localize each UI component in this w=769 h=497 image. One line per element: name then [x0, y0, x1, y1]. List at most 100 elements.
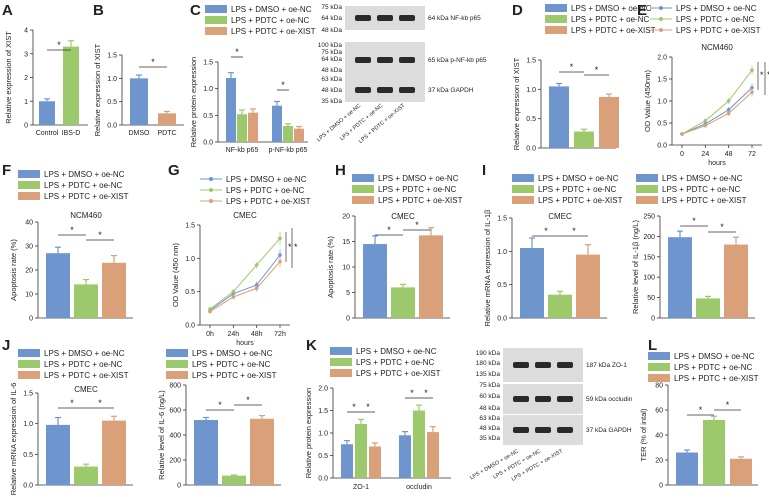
panel-B-letter: B: [93, 2, 104, 19]
panel-K-marker: 48 kDa: [479, 405, 500, 412]
panel-K-category: occludin: [406, 484, 432, 491]
panel-K-bar: [355, 424, 367, 478]
panel-I-level-bar: [724, 244, 748, 318]
panel-G-point: [278, 253, 282, 257]
panel-F-legend-label: LPS + PDTC + oe-XIST: [44, 192, 129, 201]
panel-A-tick-label: 2: [24, 75, 28, 82]
panel-I-mrna-bar: [548, 294, 572, 318]
panel-J-mrna-tick-label: 1.0: [23, 421, 33, 428]
panel-I-level-tick-label: 200: [643, 234, 655, 241]
panel-C-legend-label: LPS + PDTC + oe-NC: [231, 16, 309, 25]
panel-H-tick-label: 5: [346, 290, 350, 297]
panel-L-tick-label: 0: [659, 483, 663, 490]
panel-A-tick-label: 4: [24, 28, 28, 35]
panel-J-mrna-bar: [102, 420, 126, 485]
panel-H-bar: [419, 235, 443, 318]
panel-I-level-bar: [668, 237, 692, 318]
panel-I2-legend-swatch: [636, 174, 658, 182]
panel-G-point: [231, 289, 236, 294]
panel-A-tick-label: 3: [24, 51, 28, 58]
panel-J2-legend-swatch: [166, 349, 188, 357]
panel-G-legend-label: LPS + PDTC + oe-XIST: [226, 197, 311, 206]
panel-J-mrna-tick-label: 1.5: [23, 391, 33, 398]
panel-K-category: ZO-1: [353, 484, 369, 491]
panel-J-letter: J: [2, 337, 10, 354]
panel-C-blot-band: [355, 57, 371, 63]
panel-F-tick-label: 10: [25, 292, 33, 299]
panel-C-band-label: 65 kDa p-NF-kb p65: [428, 57, 487, 64]
panel-C-category: NF-kb p65: [226, 147, 259, 154]
panel-K-blot-band: [535, 396, 551, 402]
panel-G-point: [278, 259, 282, 264]
panel-I2-sig-star: *: [720, 222, 724, 232]
panel-A-category: Control: [36, 130, 59, 137]
panel-G-point: [231, 295, 236, 299]
panel-H-letter: H: [335, 162, 346, 179]
panel-J-level-bar: [250, 418, 274, 485]
panel-E-point: [726, 111, 731, 116]
panel-F-legend-swatch: [18, 181, 40, 189]
panel-E-tick-label: 0.5: [657, 121, 667, 128]
panel-K-blot-band: [513, 396, 529, 402]
panel-I-mrna-tick-label: 0.5: [497, 282, 507, 289]
panel-G-x-label: hours: [236, 340, 254, 347]
panel-E-point: [680, 132, 684, 136]
panel-I-title: CMEC: [548, 212, 572, 221]
panel-A-letter: A: [2, 2, 13, 19]
panel-H-bar: [363, 244, 387, 318]
panel-K-legend-swatch: [330, 369, 352, 377]
panel-J-sig-star: *: [98, 398, 102, 408]
panel-A-y-label: Relative expression of XIST: [4, 31, 13, 124]
panel-I2-legend-label: LPS + PDTC + oe-XIST: [662, 196, 747, 205]
panel-K-marker: 180 kDa: [476, 360, 501, 367]
panel-I2-legend-swatch: [636, 185, 658, 193]
panel-G-point: [278, 236, 282, 241]
panel-I-level-tick-label: 100: [643, 275, 655, 282]
panel-B-sig-star: *: [151, 57, 155, 67]
panel-G-legend-label: LPS + PDTC + oe-NC: [226, 186, 304, 195]
panel-B-tick-label: 1.5: [107, 53, 117, 60]
panel-H-bar: [391, 287, 415, 318]
panel-B-bar: [158, 113, 176, 125]
panel-C-bar: [272, 105, 282, 142]
panel-F-tick-label: 20: [25, 268, 33, 275]
panel-F-legend-swatch: [18, 192, 40, 200]
panel-F-tick-label: 0: [29, 316, 33, 323]
panel-K-marker: 75 kDa: [479, 382, 500, 389]
panel-J-level-bar: [222, 475, 246, 485]
panel-C-tick-label: 1.5: [203, 60, 213, 67]
panel-E-x-tick-label: 48: [725, 151, 733, 158]
panel-G-title: CMEC: [233, 211, 257, 220]
panel-G-tick-label: 1.5: [185, 223, 195, 230]
panel-G-y-label: OD Value (450 nm): [171, 242, 180, 307]
panel-E-letter: E: [637, 2, 647, 19]
panel-G-legend-marker: [209, 177, 213, 181]
panel-K-tick-label: 0.0: [318, 476, 328, 483]
panel-I-level-tick-label: 250: [643, 214, 655, 221]
panel-E-x-tick-label: 24: [701, 151, 709, 158]
panel-K-tick-label: 1.5: [318, 408, 328, 415]
panel-G-point: [254, 263, 259, 267]
panel-C-marker: 48 kDa: [321, 27, 342, 34]
panel-E-point: [726, 108, 731, 112]
panel-E-sig-star: *: [760, 70, 764, 80]
panel-I-mrna-tick-label: 0.0: [497, 316, 507, 323]
panel-F-legend-swatch: [18, 170, 40, 178]
panel-K-tick-label: 0.5: [318, 453, 328, 460]
panel-F-tick-label: 30: [25, 244, 33, 251]
panel-C-tick-label: 1.0: [203, 86, 213, 93]
panel-E-legend-label: LPS + DMSO + oe-NC: [676, 4, 757, 13]
panel-A-bar: [63, 46, 79, 125]
panel-I-mrna-bar: [520, 248, 544, 318]
panel-C-bar: [294, 128, 304, 142]
panel-L-bar: [730, 458, 752, 485]
panel-C-bar: [237, 114, 247, 142]
panel-J-level-tick-label: 0: [177, 483, 181, 490]
panel-I-level-bar: [696, 298, 720, 318]
panel-J2-sig-star: *: [246, 395, 250, 405]
panel-K-legend-label: LPS + PDTC + oe-NC: [356, 358, 434, 367]
panel-L-legend-label: LPS + DMSO + oe-NC: [674, 352, 755, 361]
panel-I-legend-swatch: [512, 196, 534, 204]
panel-C-legend-swatch: [205, 27, 227, 35]
panel-K-marker: 135 kDa: [476, 371, 501, 378]
